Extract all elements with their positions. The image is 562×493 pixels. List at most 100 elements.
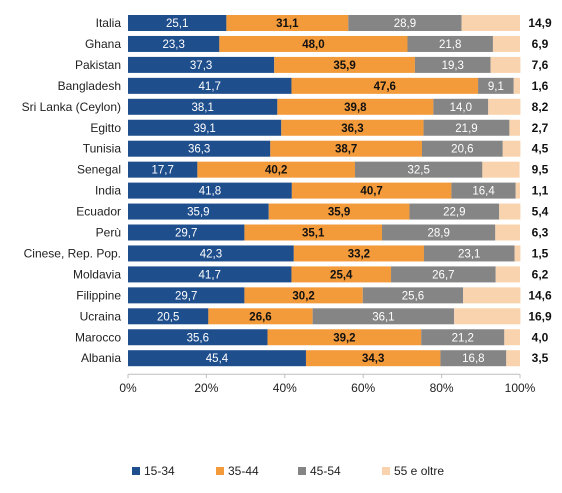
- bar-segment-moldavia-3: [495, 266, 520, 283]
- bar-segment-albania-3: [506, 350, 520, 367]
- legend-swatch-2: [298, 467, 306, 475]
- data-label-senegal-3: 9,5: [532, 163, 549, 177]
- bar-segment-bangladesh-0: [128, 77, 292, 94]
- bar-segment-india-0: [128, 182, 292, 199]
- data-label-bangladesh-0: 41,7: [199, 81, 221, 93]
- bar-segment-cinese-rep-pop-3: [514, 245, 521, 262]
- bar-segment-bangladesh-3: [513, 77, 520, 94]
- bar-segment-india-2: [451, 182, 516, 199]
- x-tick-label: 0%: [119, 381, 137, 395]
- bar-segment-senegal-3: [482, 161, 520, 178]
- category-label-pakistan: Pakistan: [75, 58, 121, 72]
- bar-segment-cinese-rep-pop-1: [293, 245, 424, 262]
- data-label-moldavia-1: 25,4: [330, 269, 353, 281]
- data-label-filippine-1: 30,2: [292, 290, 314, 302]
- bar-segment-bangladesh-2: [478, 77, 514, 94]
- category-label-italia: Italia: [96, 16, 122, 30]
- category-label-filippine: Filippine: [76, 288, 121, 302]
- data-label-per-3: 6,3: [532, 226, 549, 240]
- bar-segment-moldavia-1: [291, 266, 392, 283]
- bar-segment-egitto-2: [423, 119, 510, 136]
- bar-segment-albania-2: [440, 350, 507, 367]
- bar-segment-ucraina-3: [454, 308, 521, 325]
- bar-segment-tunisia-3: [502, 140, 521, 157]
- bar-segment-india-3: [515, 182, 520, 199]
- bar-segment-ucraina-2: [312, 308, 455, 325]
- data-label-filippine-2: 25,6: [402, 290, 424, 302]
- bar-segment-per-1: [244, 224, 383, 241]
- data-label-bangladesh-3: 1,6: [532, 79, 549, 93]
- bar-segment-ghana-2: [407, 35, 493, 52]
- bar-segment-pakistan-3: [490, 56, 521, 73]
- bar-segment-tunisia-0: [128, 140, 271, 157]
- bar-segment-albania-0: [128, 350, 306, 367]
- bar-segment-per-0: [128, 224, 245, 241]
- bar-segment-tunisia-2: [422, 140, 503, 157]
- bar-segment-ecuador-3: [499, 203, 521, 220]
- bar-segment-cinese-rep-pop-0: [128, 245, 294, 262]
- bar-segment-tunisia-1: [270, 140, 422, 157]
- category-label-india: India: [95, 184, 121, 198]
- data-label-egitto-1: 36,3: [341, 123, 363, 135]
- bar-segment-senegal-1: [197, 161, 355, 178]
- data-label-india-3: 1,1: [532, 184, 549, 198]
- category-label-ucraina: Ucraina: [80, 309, 122, 323]
- bar-segment-ghana-0: [128, 35, 220, 52]
- data-label-moldavia-3: 6,2: [532, 267, 549, 281]
- bar-segment-italia-3: [461, 15, 520, 31]
- bar-segment-ecuador-2: [409, 203, 500, 220]
- x-axis: 0% 20% 40% 60% 80% 100%: [119, 373, 536, 395]
- bar-segment-egitto-1: [281, 119, 424, 136]
- data-label-filippine-0: 29,7: [175, 290, 197, 302]
- x-tick-label: 40%: [273, 381, 297, 395]
- bar-segment-egitto-3: [509, 119, 520, 136]
- bar-segment-ghana-1: [219, 35, 408, 52]
- data-label-moldavia-0: 41,7: [199, 269, 221, 281]
- data-label-albania-3: 3,5: [532, 351, 549, 365]
- bar-segment-senegal-0: [128, 161, 198, 178]
- data-label-ecuador-0: 35,9: [187, 207, 209, 219]
- bar-segment-bangladesh-1: [291, 77, 479, 94]
- data-label-tunisia-2: 20,6: [451, 144, 473, 156]
- data-label-sri-lanka-ceylon-0: 38,1: [191, 102, 213, 114]
- data-label-sri-lanka-ceylon-2: 14,0: [450, 102, 472, 114]
- bar-segment-filippine-1: [244, 287, 363, 304]
- data-label-tunisia-1: 38,7: [335, 144, 357, 156]
- category-label-ecuador: Ecuador: [76, 205, 121, 219]
- bar-segment-india-1: [291, 182, 452, 199]
- bar-segment-ghana-3: [492, 35, 520, 52]
- data-label-ecuador-3: 5,4: [532, 205, 549, 219]
- data-label-ucraina-3: 16,9: [528, 309, 552, 323]
- x-tick-label: 20%: [194, 381, 218, 395]
- bar-segment-italia-1: [226, 15, 349, 31]
- labels-layer: Italia 25,1 31,1 28,9 14,9 Ghana 23,3 48,0 21,8 6…: [22, 16, 552, 365]
- category-label-tunisia: Tunisia: [83, 142, 122, 156]
- data-label-tunisia-3: 4,5: [532, 142, 549, 156]
- data-label-moldavia-2: 26,7: [432, 269, 454, 281]
- data-label-pakistan-0: 37,3: [190, 60, 212, 72]
- data-label-ghana-1: 48,0: [302, 39, 324, 51]
- bar-segment-sri-lanka-ceylon-0: [128, 98, 278, 115]
- data-label-albania-1: 34,3: [362, 353, 384, 365]
- bar-segment-marocco-0: [128, 329, 268, 346]
- data-label-ucraina-0: 20,5: [157, 311, 179, 323]
- bar-segment-sri-lanka-ceylon-1: [277, 98, 434, 115]
- data-label-sri-lanka-ceylon-3: 8,2: [532, 100, 549, 114]
- data-label-pakistan-3: 7,6: [532, 58, 549, 72]
- bar-segment-ucraina-0: [128, 308, 209, 325]
- bar-segment-marocco-1: [267, 329, 422, 346]
- bar-segment-per-3: [495, 224, 520, 241]
- data-label-cinese-rep-pop-1: 33,2: [348, 248, 370, 260]
- category-label-marocco: Marocco: [75, 330, 121, 344]
- data-label-albania-0: 45,4: [206, 353, 229, 365]
- data-label-senegal-1: 40,2: [265, 165, 287, 177]
- bar-segment-moldavia-0: [128, 266, 292, 283]
- data-label-per-1: 35,1: [302, 228, 325, 240]
- data-label-marocco-1: 39,2: [333, 332, 355, 344]
- data-label-per-2: 28,9: [427, 228, 449, 240]
- data-label-senegal-2: 32,5: [407, 165, 429, 177]
- bar-segment-moldavia-2: [391, 266, 496, 283]
- data-label-bangladesh-2: 9,1: [488, 81, 504, 93]
- data-label-senegal-0: 17,7: [151, 165, 173, 177]
